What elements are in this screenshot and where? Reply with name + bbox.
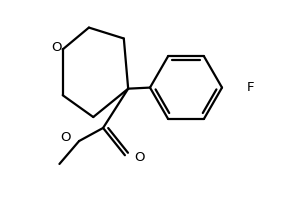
- Text: O: O: [135, 151, 145, 164]
- Text: O: O: [60, 131, 70, 144]
- Text: F: F: [247, 81, 255, 94]
- Text: O: O: [51, 41, 62, 54]
